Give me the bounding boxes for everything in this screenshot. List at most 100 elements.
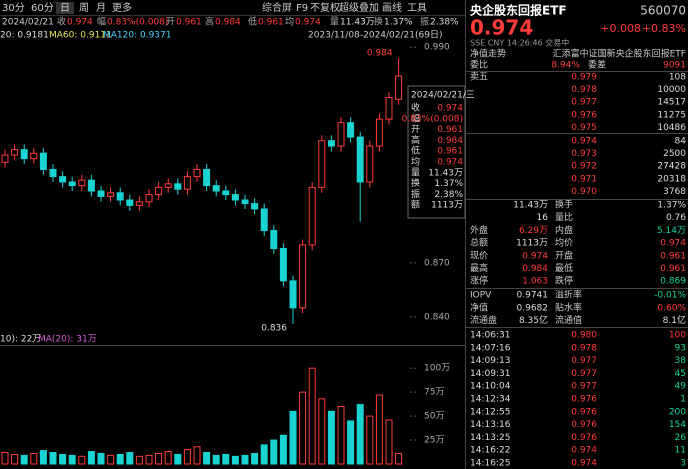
info-value: 0.974 [295,18,321,28]
period-button[interactable]: 30分 [2,2,25,14]
stat-label: 内盘 [555,224,573,236]
tool-button[interactable]: F9 [296,3,308,14]
candle-body [308,186,316,246]
candle-body [11,149,19,156]
candle-body [78,179,86,187]
stat-value: 0.974 [522,251,548,261]
volume-bar [30,452,38,465]
candle-body [279,248,287,282]
trade-price: 0.974 [571,446,597,456]
candle-body [289,280,297,309]
trade-volume: 154 [669,420,686,430]
stat-value: 16 [537,213,549,223]
tooltip-date: 2024/02/21/三 [411,91,475,101]
volume-bar [183,449,191,465]
tool-button[interactable]: 综合屏 [262,1,292,14]
candle-body [347,122,355,138]
info-label: 开 [166,17,175,28]
stat-value: 0.9741 [517,291,549,301]
y-tick-label: 0.840 [424,312,450,322]
trade-price: 0.976 [571,407,597,417]
volume-bar [20,454,28,465]
volume-bar [78,455,86,465]
period-button[interactable]: 更多 [112,1,132,14]
candle-body [183,176,191,190]
bid-volume: 27428 [657,162,686,172]
y-tick-label: 25万 [424,436,444,446]
ask-price: 0.975 [571,123,597,133]
info-label: 幅 [97,16,106,28]
info-label: 均 [285,16,294,28]
trade-time: 14:16:22 [470,446,510,456]
candle-body [337,122,345,147]
period-button[interactable]: 60分 [31,2,54,14]
trade-volume: 200 [669,407,686,417]
tooltip-label: 量 [411,167,420,178]
candle-body [20,149,28,160]
tooltip-value: 0.974 [437,158,463,168]
volume-bar [97,452,105,465]
tool-button[interactable]: 不复权 [310,1,340,14]
trade-time: 14:13:25 [470,433,510,443]
bid-volume: 84 [675,137,687,147]
ask-price: 0.977 [571,98,597,108]
tool-button[interactable]: 超级叠加 [339,1,379,14]
period-button[interactable]: 日 [60,3,70,14]
trade-volume: 49 [675,382,687,392]
volume-bar [318,398,326,465]
period-button[interactable]: 周 [79,2,89,14]
period-button[interactable]: 月 [96,2,106,14]
candle-body [39,152,47,170]
tooltip-label: 额 [411,199,420,211]
trade-price: 0.978 [571,343,597,353]
stat-value: 0.76 [666,213,686,223]
stat-label: 量比 [555,211,573,223]
trade-volume: 11 [675,446,686,456]
stat-value: 8.1亿 [663,314,686,326]
stat-value: 11.43万 [513,201,548,211]
candle-body [107,192,115,197]
order-ratio-value: 8.94% [551,61,580,71]
tooltip-value: 0.974 [437,104,463,114]
candle-body [327,140,335,147]
date-range: 2023/11/08-2024/02/21(69日) [308,30,442,41]
info-value: 2.38% [430,18,459,28]
tooltip-value: 1113万 [431,201,463,211]
y-tick-label: 50万 [424,412,444,422]
volume-bar [68,454,76,465]
volume-bar [87,451,95,465]
stat-value: 0.984 [522,264,548,274]
stat-value: 1113万 [516,239,548,249]
tool-button[interactable]: 画线 [382,1,402,14]
trade-volume: 38 [675,356,687,366]
y-tick-label: 75万 [424,388,444,398]
volume-bar [107,454,115,465]
info-value: 1.37% [384,18,413,28]
stat-label: 外盘 [470,224,488,236]
nav-link[interactable]: 净值走势 [470,48,506,60]
trade-time: 14:12:34 [470,395,511,405]
ma-legend: MA120: 0.9371 [103,31,171,41]
bid-volume: 20318 [657,174,686,184]
tool-button[interactable]: 工具 [407,2,427,14]
volume-bar [174,453,182,465]
volume-bar [385,419,393,465]
info-value: 0.961 [176,18,202,28]
ask-volume: 11275 [657,110,686,120]
trading-status: SSE CNY 14:26:46 交易中 [470,38,569,48]
stat-label: 流通盘 [470,314,497,326]
trade-volume: 93 [675,343,686,353]
bid-price: 0.972 [571,162,597,172]
ask-price: 0.976 [571,110,597,120]
trade-price: 0.977 [571,356,597,366]
stat-value: 0.9682 [517,303,549,313]
tooltip-value: 0.961 [437,125,463,135]
period-highlight [56,2,74,14]
ask-volume: 108 [669,73,686,83]
info-label: 收 [57,16,66,28]
stat-value: 5.14万 [657,226,686,236]
volume-bar [279,434,287,465]
trade-price: 0.976 [571,420,597,430]
last-price: 0.974 [470,16,533,40]
